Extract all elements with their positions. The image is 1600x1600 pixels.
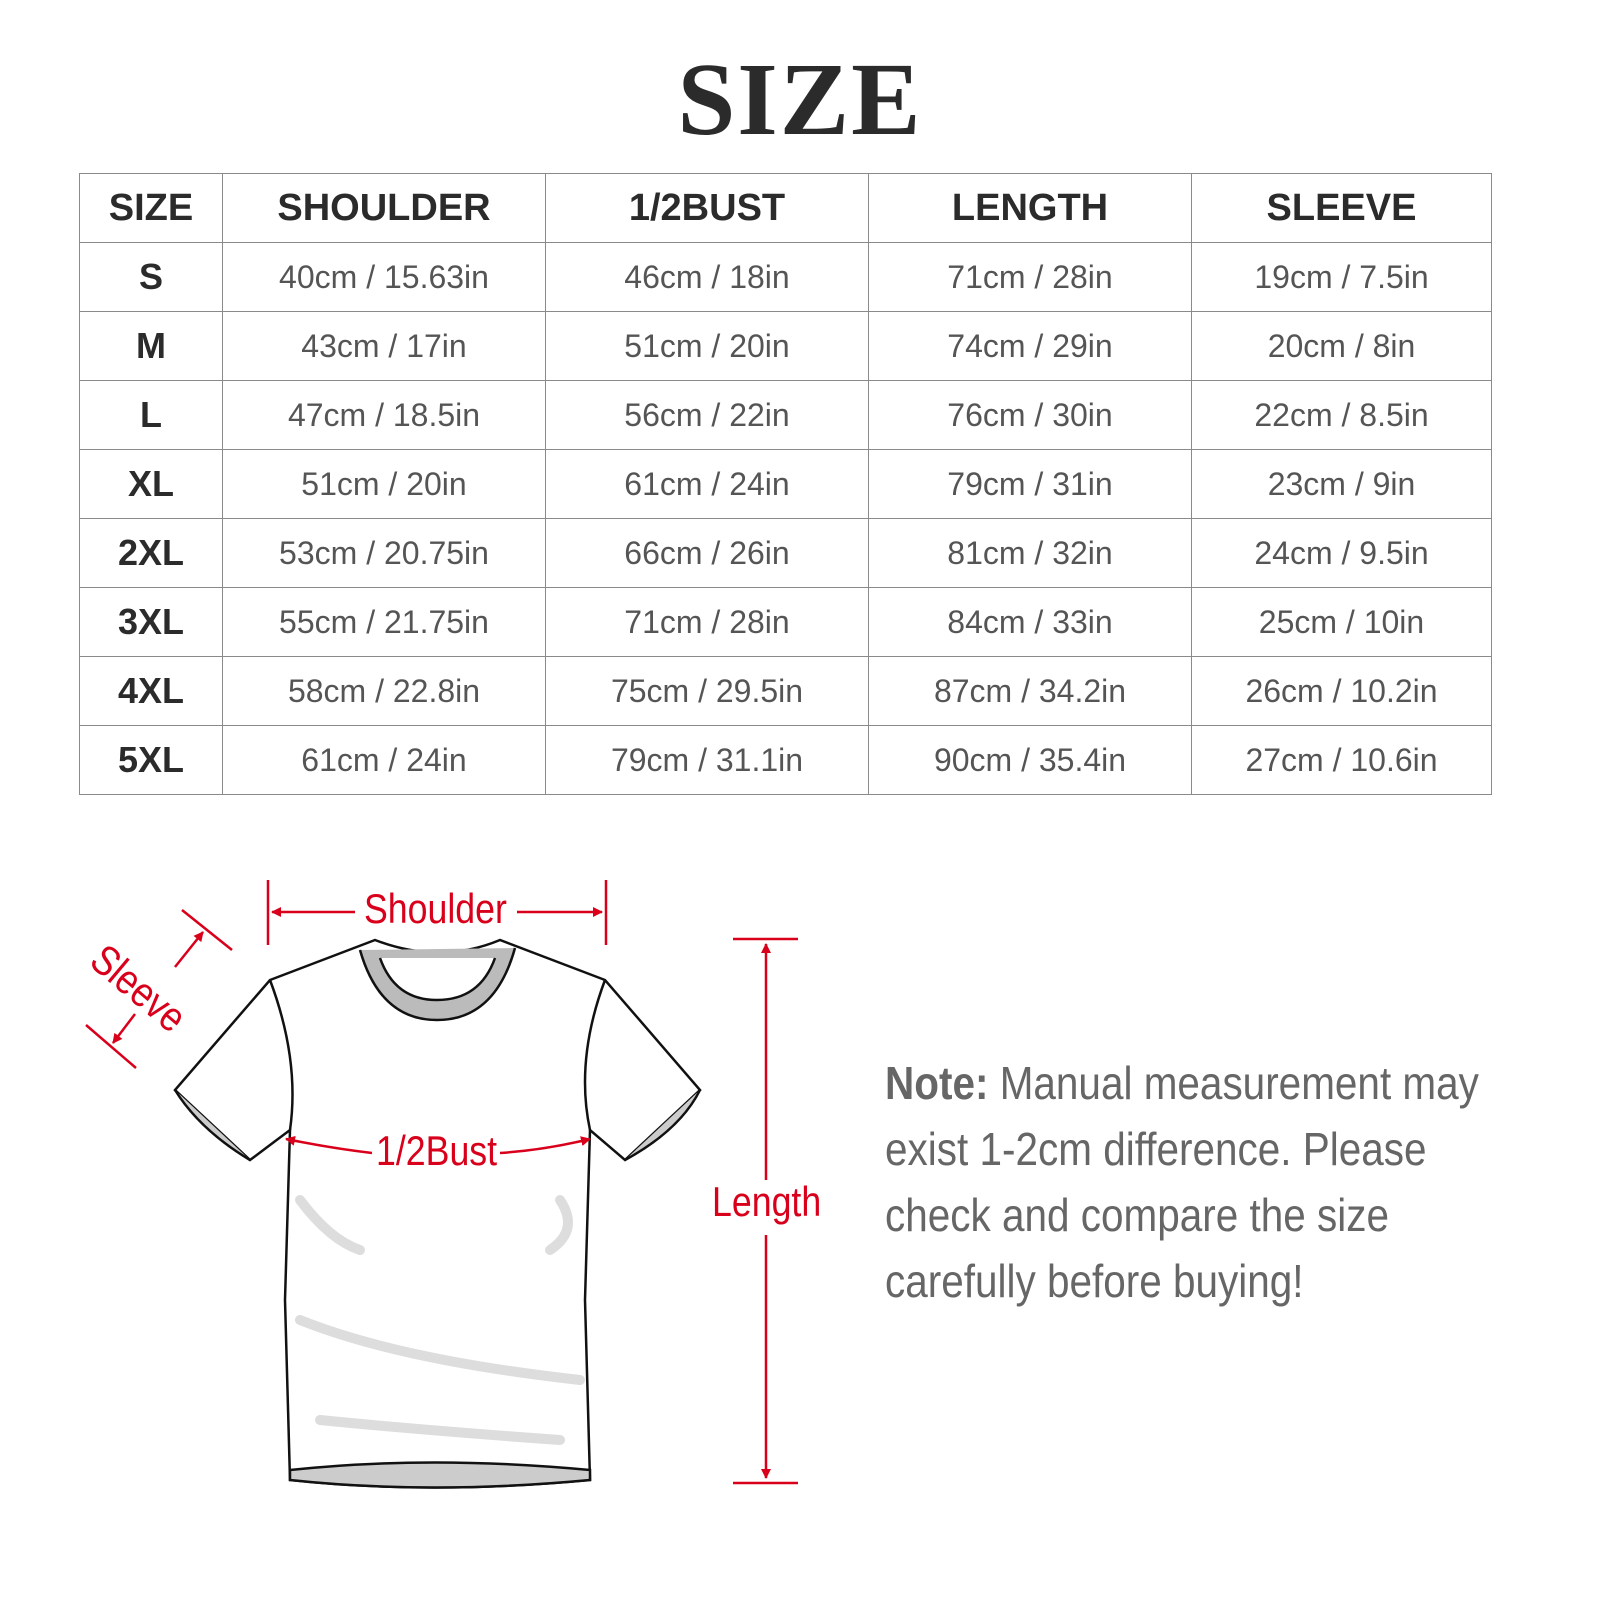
measurement-cell: 26cm / 10.2in xyxy=(1191,656,1492,726)
size-cell: XL xyxy=(79,449,223,519)
table-row: 3XL 55cm / 21.75in 71cm / 28in 84cm / 33in 2… xyxy=(79,587,1492,657)
table-row: 4XL 58cm / 22.8in 75cm / 29.5in 87cm / 34.2… xyxy=(79,656,1492,726)
measurement-cell: 71cm / 28in xyxy=(545,587,869,657)
measurement-cell: 75cm / 29.5in xyxy=(545,656,869,726)
measurement-cell: 81cm / 32in xyxy=(868,518,1192,588)
table-row: 5XL 61cm / 24in 79cm / 31.1in 90cm / 35.4in… xyxy=(79,725,1492,795)
measurement-cell: 27cm / 10.6in xyxy=(1191,725,1492,795)
measurement-cell: 74cm / 29in xyxy=(868,311,1192,381)
column-header: LENGTH xyxy=(868,173,1192,243)
measurement-cell: 76cm / 30in xyxy=(868,380,1192,450)
size-cell: M xyxy=(79,311,223,381)
size-table: SIZE SHOULDER 1/2BUST LENGTH SLEEVE S 40cm / … xyxy=(79,173,1492,795)
size-cell: S xyxy=(79,242,223,312)
length-label: Length xyxy=(712,1178,822,1225)
measurement-cell: 56cm / 22in xyxy=(545,380,869,450)
size-cell: L xyxy=(79,380,223,450)
page-title: SIZE xyxy=(677,42,923,157)
measurement-cell: 61cm / 24in xyxy=(222,725,546,795)
table-row: S 40cm / 15.63in 46cm / 18in 71cm / 28in 19c… xyxy=(79,242,1492,312)
table-row: XL 51cm / 20in 61cm / 24in 79cm / 31in 23cm … xyxy=(79,449,1492,519)
shoulder-label: Shoulder xyxy=(364,885,507,932)
note-text: Note: Manual measurement may exist 1-2cm… xyxy=(885,1050,1519,1314)
size-cell: 5XL xyxy=(79,725,223,795)
measurement-cell: 46cm / 18in xyxy=(545,242,869,312)
note-body: Manual measurement may exist 1-2cm diffe… xyxy=(885,1057,1479,1307)
measurement-cell: 84cm / 33in xyxy=(868,587,1192,657)
measurement-cell: 71cm / 28in xyxy=(868,242,1192,312)
tshirt-shading xyxy=(295,1195,585,1445)
measurement-cell: 51cm / 20in xyxy=(222,449,546,519)
table-header-row: SIZE SHOULDER 1/2BUST LENGTH SLEEVE xyxy=(79,173,1492,243)
size-cell: 4XL xyxy=(79,656,223,726)
table-row: M 43cm / 17in 51cm / 20in 74cm / 29in 20cm /… xyxy=(79,311,1492,381)
measurement-cell: 40cm / 15.63in xyxy=(222,242,546,312)
measurement-cell: 25cm / 10in xyxy=(1191,587,1492,657)
column-header: 1/2BUST xyxy=(545,173,869,243)
measurement-cell: 43cm / 17in xyxy=(222,311,546,381)
size-cell: 3XL xyxy=(79,587,223,657)
tshirt-outline xyxy=(173,938,702,1489)
measurement-cell: 24cm / 9.5in xyxy=(1191,518,1492,588)
measurement-cell: 55cm / 21.75in xyxy=(222,587,546,657)
bust-label: 1/2Bust xyxy=(376,1127,498,1174)
measurement-cell: 22cm / 8.5in xyxy=(1191,380,1492,450)
table-row: 2XL 53cm / 20.75in 66cm / 26in 81cm / 32in 2… xyxy=(79,518,1492,588)
column-header: SLEEVE xyxy=(1191,173,1492,243)
measurement-cell: 66cm / 26in xyxy=(545,518,869,588)
measurement-cell: 23cm / 9in xyxy=(1191,449,1492,519)
column-header: SIZE xyxy=(79,173,223,243)
note-label: Note: xyxy=(885,1057,989,1109)
measurement-cell: 61cm / 24in xyxy=(545,449,869,519)
measurement-cell: 20cm / 8in xyxy=(1191,311,1492,381)
measurement-cell: 19cm / 7.5in xyxy=(1191,242,1492,312)
measurement-cell: 53cm / 20.75in xyxy=(222,518,546,588)
measurement-cell: 58cm / 22.8in xyxy=(222,656,546,726)
measurement-cell: 90cm / 35.4in xyxy=(868,725,1192,795)
measurement-cell: 79cm / 31.1in xyxy=(545,725,869,795)
table-row: L 47cm / 18.5in 56cm / 22in 76cm / 30in 22cm… xyxy=(79,380,1492,450)
measurement-lines xyxy=(85,880,798,1485)
